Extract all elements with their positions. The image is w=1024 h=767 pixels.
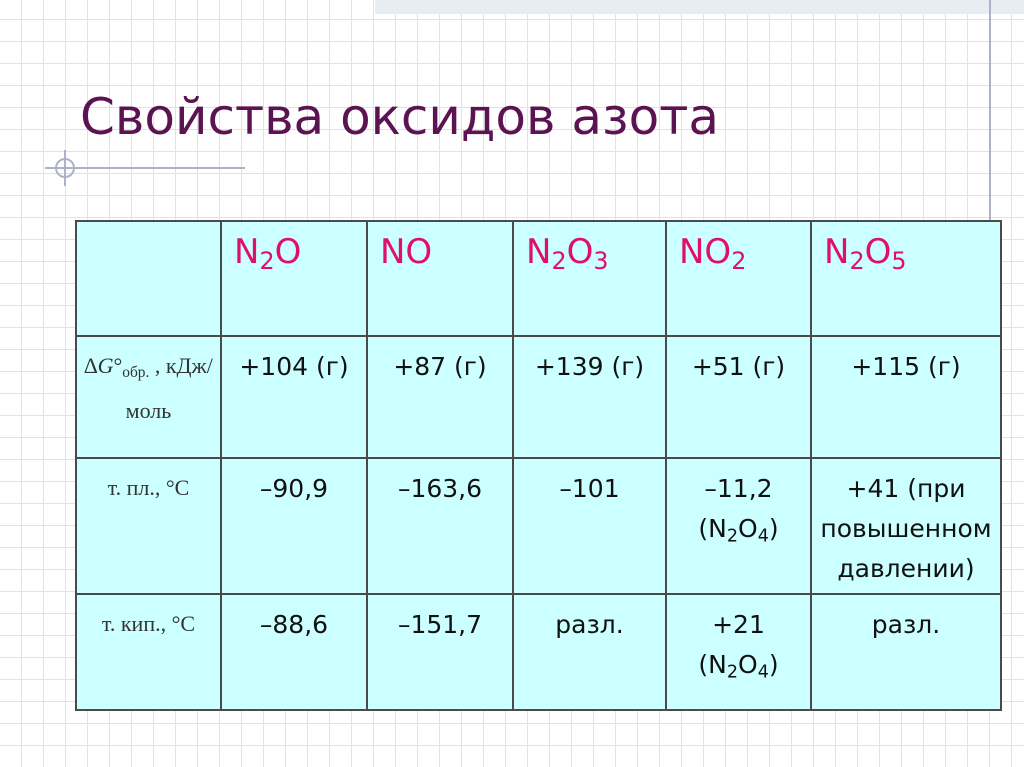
text: O bbox=[274, 232, 302, 272]
subscript: 4 bbox=[757, 662, 769, 683]
text: N bbox=[526, 232, 552, 272]
cell: –101 bbox=[512, 457, 667, 595]
text: N bbox=[234, 232, 260, 272]
text: –101 bbox=[559, 474, 620, 503]
header-cell: N2O bbox=[220, 220, 368, 337]
corner-cell bbox=[75, 220, 222, 337]
oxides-table: N2O NO N2O3 NO2 N2O5 ∆G°обр. , кДж/моль +104 … bbox=[75, 220, 1002, 711]
subscript: 5 bbox=[891, 246, 907, 275]
subscript: 2 bbox=[551, 246, 567, 275]
text: ) bbox=[768, 514, 779, 543]
row-label: ∆G°обр. , кДж/моль bbox=[75, 335, 222, 459]
text: разл. bbox=[871, 610, 941, 639]
text: +115 (г) bbox=[851, 352, 961, 381]
cell: –88,6 bbox=[220, 593, 368, 711]
text: O bbox=[864, 232, 892, 272]
cell: +41 (при повышенном давлении) bbox=[810, 457, 1002, 595]
text: т. пл., °С bbox=[107, 475, 190, 500]
text: –151,7 bbox=[397, 610, 483, 639]
cell: +139 (г) bbox=[512, 335, 667, 459]
cell: +21 (N2O4) bbox=[665, 593, 812, 711]
cell: +87 (г) bbox=[366, 335, 514, 459]
row-label: т. кип., °С bbox=[75, 593, 222, 711]
text: O bbox=[738, 514, 758, 543]
subscript: 2 bbox=[726, 526, 738, 547]
slide-title: Свойства оксидов азота bbox=[80, 88, 719, 146]
italic: G bbox=[97, 353, 114, 378]
text: NO bbox=[679, 232, 732, 272]
cell: –90,9 bbox=[220, 457, 368, 595]
text: разл. bbox=[555, 610, 624, 639]
header-cell: NO2 bbox=[665, 220, 812, 337]
subscript: 2 bbox=[731, 246, 747, 275]
row-label: т. пл., °С bbox=[75, 457, 222, 595]
text: ) bbox=[768, 650, 779, 679]
cell: –163,6 bbox=[366, 457, 514, 595]
top-band bbox=[375, 0, 1024, 14]
text: ∆ bbox=[84, 353, 98, 378]
text: O bbox=[566, 232, 594, 272]
text: –163,6 bbox=[397, 474, 483, 503]
row: т. кип., °С –88,6 –151,7 разл. +21 (N2O4) раз… bbox=[75, 593, 1002, 711]
cell: –11,2 (N2O4) bbox=[665, 457, 812, 595]
subscript: 2 bbox=[849, 246, 865, 275]
subscript: 3 bbox=[593, 246, 609, 275]
subscript: 4 bbox=[757, 526, 769, 547]
text: +21 (N bbox=[698, 610, 765, 679]
row: т. пл., °С –90,9 –163,6 –101 –11,2 (N2O4) +41… bbox=[75, 457, 1002, 595]
text: O bbox=[738, 650, 758, 679]
text: т. кип., °С bbox=[101, 611, 196, 636]
subscript: 2 bbox=[259, 246, 275, 275]
text: –11,2 (N bbox=[698, 474, 773, 543]
row: ∆G°обр. , кДж/моль +104 (г) +87 (г) +139 (г… bbox=[75, 335, 1002, 459]
cell: –151,7 bbox=[366, 593, 514, 711]
text: +104 (г) bbox=[239, 352, 349, 381]
text: +51 (г) bbox=[691, 352, 786, 381]
header-cell: NO bbox=[366, 220, 514, 337]
text: NO bbox=[380, 232, 433, 272]
text: N bbox=[824, 232, 850, 272]
header-cell: N2O3 bbox=[512, 220, 667, 337]
cell: +104 (г) bbox=[220, 335, 368, 459]
text: –90,9 bbox=[259, 474, 329, 503]
text: , кДж/моль bbox=[125, 353, 213, 423]
cell: +51 (г) bbox=[665, 335, 812, 459]
cell: разл. bbox=[512, 593, 667, 711]
text: +87 (г) bbox=[393, 352, 487, 381]
text: +41 (при повышенном давлении) bbox=[820, 474, 992, 583]
cell: +115 (г) bbox=[810, 335, 1002, 459]
text: –88,6 bbox=[259, 610, 329, 639]
header-row: N2O NO N2O3 NO2 N2O5 bbox=[75, 220, 1002, 337]
header-cell: N2O5 bbox=[810, 220, 1002, 337]
text: ° bbox=[113, 353, 123, 378]
subscript: 2 bbox=[726, 662, 738, 683]
cell: разл. bbox=[810, 593, 1002, 711]
subscript: обр. bbox=[122, 363, 150, 381]
text: +139 (г) bbox=[534, 352, 645, 381]
